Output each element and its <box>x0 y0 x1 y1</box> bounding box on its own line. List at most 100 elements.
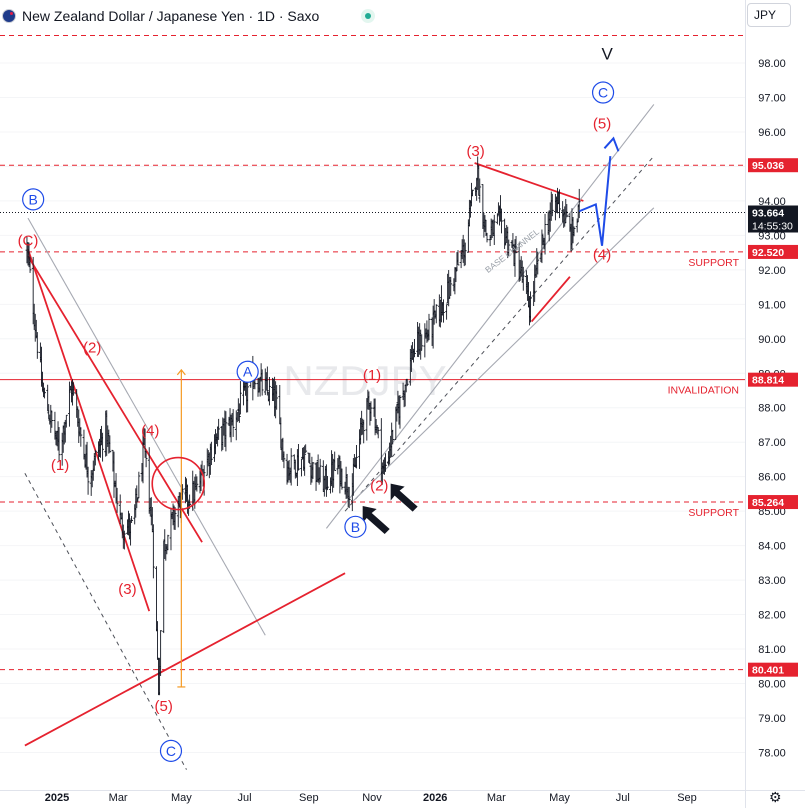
symbol-title[interactable]: New Zealand Dollar / Japanese Yen · 1D ·… <box>22 8 320 24</box>
market-status-icon[interactable] <box>361 9 375 23</box>
ohlc-bar <box>565 204 569 218</box>
wave-label-blue: B <box>28 191 37 207</box>
ohlc-bar <box>521 266 525 291</box>
price-tick-label: 84.00 <box>758 541 786 553</box>
ohlc-bar <box>303 445 307 476</box>
ohlc-bar <box>231 409 235 437</box>
ohlc-bar <box>35 332 39 359</box>
ohlc-bar <box>463 242 467 266</box>
ohlc-bar <box>68 381 71 427</box>
horizontal-levels: SUPPORT INVALIDATION SUPPORT <box>0 34 745 671</box>
ohlc-bar <box>355 444 358 469</box>
ohlc-bar <box>471 189 474 197</box>
price-badge <box>748 158 798 173</box>
ohlc-bar <box>347 486 351 509</box>
ohlc-bar <box>195 476 199 492</box>
ohlc-bar <box>237 403 241 423</box>
wave-label-blue-circle <box>236 360 259 383</box>
grid <box>0 62 745 753</box>
ohlc-bar <box>275 385 279 410</box>
wave-label-red: (4) <box>593 247 611 264</box>
price-tick-label: 82.00 <box>758 610 786 622</box>
callout-arrow <box>390 483 418 512</box>
ohlc-bar <box>340 468 344 490</box>
ohlc-bar <box>159 630 163 676</box>
ohlc-bar <box>246 381 250 413</box>
ohlc-bar <box>427 313 431 341</box>
ohlc-bar <box>156 621 159 660</box>
time-tick-label: Sep <box>677 792 697 804</box>
wave-label-red: (5) <box>155 698 173 715</box>
time-tick-label: Nov <box>362 792 382 804</box>
ohlc-bar <box>449 276 453 296</box>
ohlc-bar <box>413 338 416 358</box>
wave-label-blue-circle <box>591 81 615 104</box>
ohlc-bar <box>93 449 97 466</box>
wave-label-blue-circle <box>344 515 367 538</box>
wave-label-red: (2) <box>83 340 101 357</box>
ohlc-bar <box>577 188 581 219</box>
wave-label-red: (1) <box>363 367 381 384</box>
time-tick-label: 2025 <box>45 792 69 804</box>
ohlc-bar <box>265 366 269 396</box>
forecast-path <box>578 156 612 246</box>
price-bars <box>25 156 581 696</box>
ohlc-bar <box>434 304 438 324</box>
ohlc-bar <box>28 256 32 273</box>
ohlc-bar <box>239 381 242 415</box>
ohlc-bar <box>478 178 482 203</box>
ohlc-bar <box>492 214 496 245</box>
ohlc-bar <box>289 448 293 486</box>
ohlc-bar <box>217 418 221 440</box>
price-tick-label: 98.00 <box>758 58 786 70</box>
callout-arrow <box>362 505 390 534</box>
price-badge <box>748 662 798 677</box>
ohlc-bar <box>82 429 86 460</box>
wave-label-blue-circle <box>22 188 45 211</box>
ohlc-bar <box>495 213 499 225</box>
wave-label-red: (3) <box>118 581 136 598</box>
ohlc-bar <box>108 435 112 453</box>
ohlc-bar <box>144 451 148 468</box>
countdown-text: 14:55:30 <box>752 221 793 233</box>
ohlc-bar <box>86 466 90 495</box>
ohlc-bar <box>384 453 387 472</box>
wave-label-black: V <box>602 45 614 64</box>
price-tick-label: 91.00 <box>758 299 786 311</box>
settings-gear-icon[interactable]: ⚙ <box>769 789 782 805</box>
ohlc-bar <box>362 419 366 444</box>
time-tick-label: May <box>549 792 570 804</box>
price-axis: 78.00 79.00 80.00 81.00 82.00 83.00 84.00 85.00… <box>745 0 798 808</box>
price-badge <box>748 372 798 387</box>
ohlc-bar <box>543 213 547 255</box>
price-tick-label: 85.00 <box>758 506 786 518</box>
price-badge-text: 80.401 <box>752 665 784 677</box>
ohlc-bar <box>50 410 54 428</box>
ohlc-bar <box>308 452 312 465</box>
ohlc-bar <box>311 462 315 479</box>
price-tick-label: 90.00 <box>758 334 786 346</box>
currency-selector[interactable]: JPY <box>747 3 791 27</box>
ohlc-bar <box>115 487 119 513</box>
ohlc-bar <box>224 411 228 452</box>
ohlc-bar <box>57 427 61 462</box>
forecast-arrowhead <box>603 136 620 152</box>
price-tick-label: 86.00 <box>758 472 786 484</box>
ohlc-bar <box>405 379 409 387</box>
ohlc-bar <box>398 395 402 429</box>
ohlc-bar <box>420 334 424 350</box>
ohlc-bar <box>130 516 134 523</box>
ohlc-bar <box>529 291 532 323</box>
level-label: SUPPORT <box>688 507 739 519</box>
price-tick-label: 88.00 <box>758 403 786 415</box>
wave-label-blue-circle <box>159 739 183 762</box>
wave-label-blue: C <box>166 743 176 759</box>
wave-label-red: (3) <box>466 143 484 160</box>
ohlc-bar <box>500 208 503 234</box>
price-badge-text: 92.520 <box>752 247 784 259</box>
symbol-watermark: NZDJPY <box>283 357 446 404</box>
chart-header: New Zealand Dollar / Japanese Yen · 1D ·… <box>0 0 745 32</box>
ohlc-bar <box>550 193 554 217</box>
ohlc-bar <box>209 441 213 466</box>
